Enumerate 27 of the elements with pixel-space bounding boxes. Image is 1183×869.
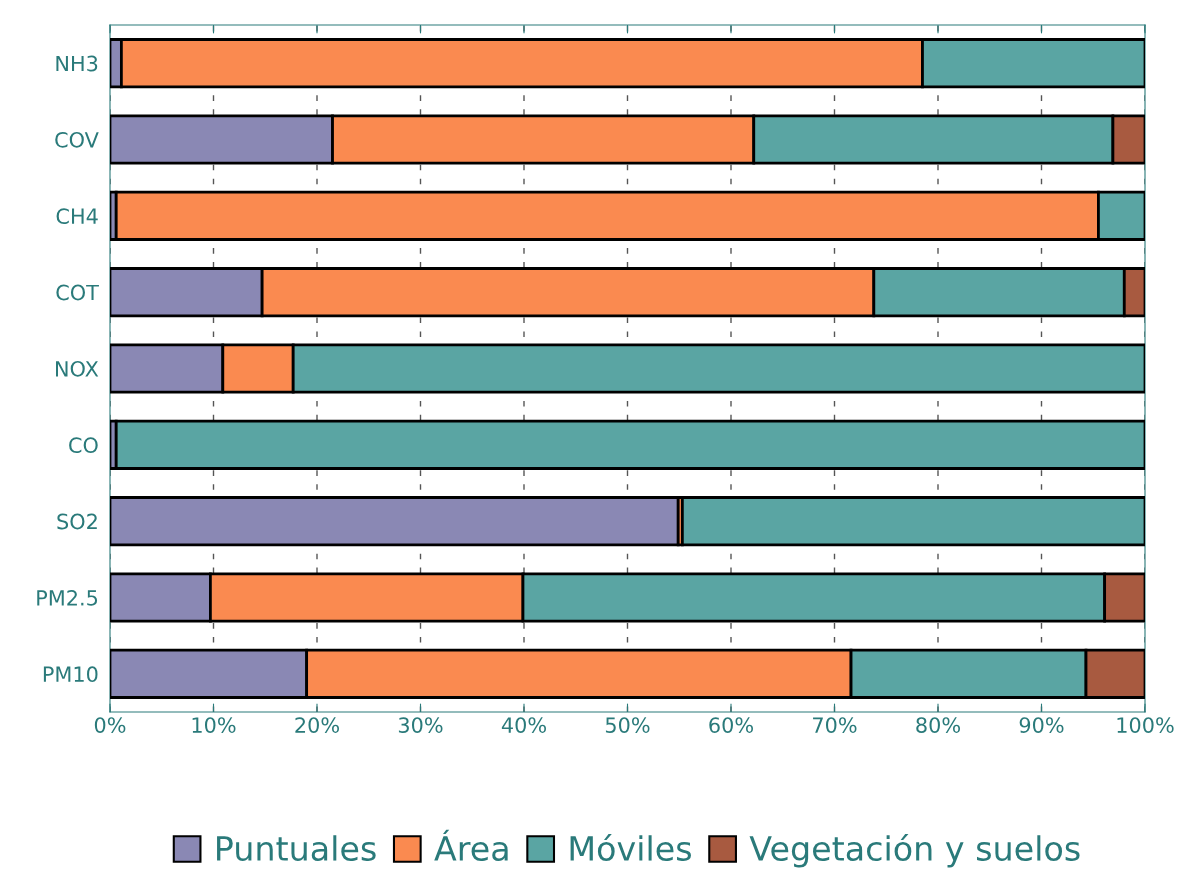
x-tick-label: 10% — [192, 717, 236, 733]
x-tick-label: 0% — [94, 717, 126, 733]
x-tick-label: 100% — [1117, 717, 1174, 733]
bar — [114, 419, 1145, 470]
y-tick-label: NOX — [56, 360, 99, 377]
y-tick-label: COT — [56, 284, 99, 301]
x-tick-label: 30% — [398, 717, 443, 733]
bar — [680, 496, 1145, 547]
legend-label: Vegetación y suelos — [749, 833, 1080, 868]
legend-label: Puntuales — [217, 835, 376, 862]
x-tick-label: 50% — [605, 717, 650, 733]
y-tick-label: SO2 — [57, 513, 97, 530]
legend-label: Móviles — [570, 833, 691, 862]
x-tick-label: 80% — [916, 717, 960, 733]
y-tick-label: NH3 — [56, 55, 98, 72]
y-tick-label: CO — [69, 437, 98, 454]
x-tick-label: 70% — [813, 717, 857, 733]
x-tick-label: 60% — [709, 717, 753, 733]
bar — [110, 496, 680, 547]
y-tick-label: COV — [55, 131, 99, 148]
y-tick-label: CH4 — [56, 208, 98, 225]
legend-label: Área — [434, 829, 508, 862]
y-tick-label: PM10 — [43, 666, 98, 683]
y-tick-label: PM2.5 — [37, 589, 98, 606]
x-tick-label: 20% — [295, 717, 339, 733]
x-tick-label: 90% — [1019, 717, 1064, 733]
x-tick-label: 40% — [501, 717, 546, 733]
